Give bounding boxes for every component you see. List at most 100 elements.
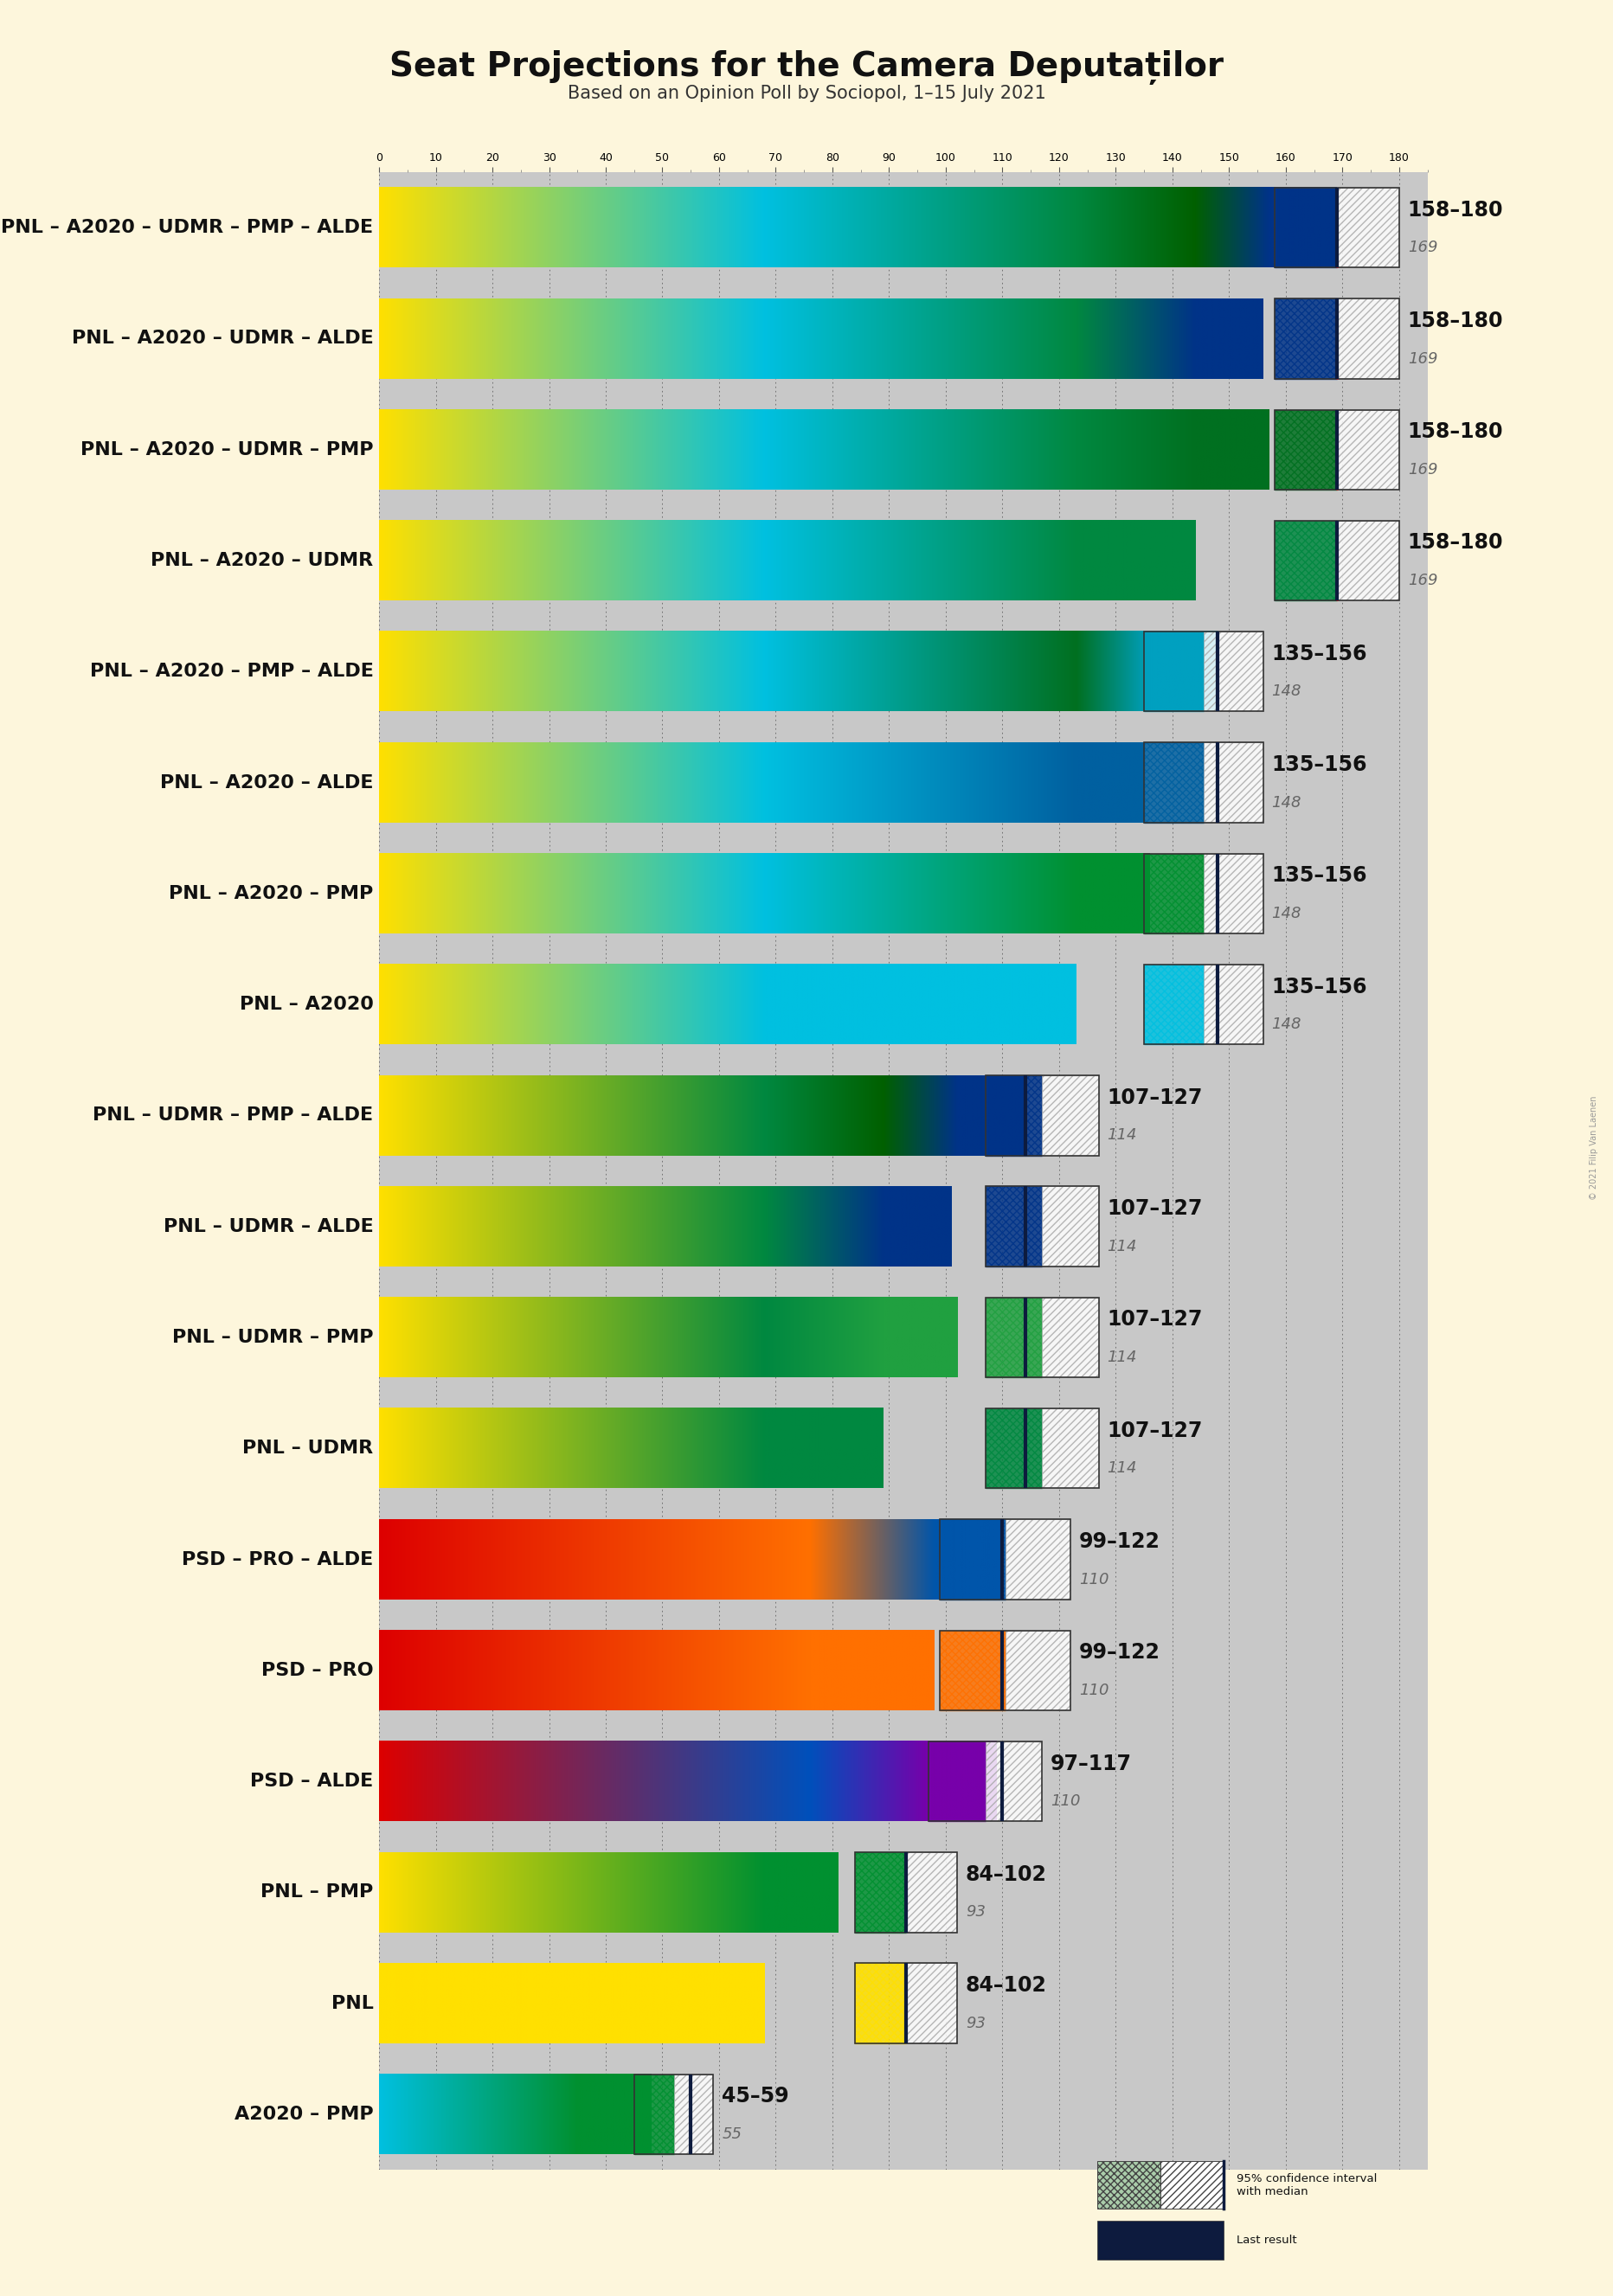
Text: 107–127: 107–127 bbox=[1107, 1309, 1203, 1329]
Bar bbox=[1274, 298, 1337, 379]
Text: 158–180: 158–180 bbox=[1408, 310, 1503, 331]
Bar bbox=[379, 838, 1428, 948]
Text: 148: 148 bbox=[1271, 684, 1302, 700]
Bar bbox=[1042, 1297, 1098, 1378]
Text: 135–156: 135–156 bbox=[1271, 866, 1368, 886]
Bar bbox=[907, 1963, 957, 2043]
Bar bbox=[1144, 631, 1263, 712]
Text: PNL – UDMR – ALDE: PNL – UDMR – ALDE bbox=[163, 1217, 373, 1235]
Bar bbox=[1097, 2161, 1160, 2209]
Text: 107–127: 107–127 bbox=[1107, 1088, 1203, 1109]
Bar bbox=[855, 1853, 907, 1933]
Bar bbox=[379, 948, 1428, 1061]
Text: 99–122: 99–122 bbox=[1079, 1531, 1160, 1552]
Bar bbox=[1203, 631, 1263, 712]
Bar bbox=[1274, 188, 1398, 269]
Text: 169: 169 bbox=[1408, 239, 1437, 255]
Text: PNL – A2020 – UDMR: PNL – A2020 – UDMR bbox=[152, 551, 373, 569]
Text: 110: 110 bbox=[1079, 1570, 1108, 1587]
Text: PNL – UDMR – PMP: PNL – UDMR – PMP bbox=[173, 1329, 373, 1345]
Text: 107–127: 107–127 bbox=[1107, 1199, 1203, 1219]
Bar bbox=[379, 1837, 1428, 1947]
Bar bbox=[1274, 521, 1398, 602]
Bar bbox=[1144, 964, 1263, 1045]
Text: Based on an Opinion Poll by Sociopol, 1–15 July 2021: Based on an Opinion Poll by Sociopol, 1–… bbox=[568, 85, 1045, 103]
Text: PNL – A2020 – PMP – ALDE: PNL – A2020 – PMP – ALDE bbox=[90, 664, 373, 680]
Bar bbox=[1274, 409, 1337, 489]
Text: 158–180: 158–180 bbox=[1408, 200, 1503, 220]
Bar bbox=[379, 2060, 1428, 2170]
Bar bbox=[379, 1394, 1428, 1504]
Bar bbox=[929, 1740, 1042, 1821]
Text: PSD – PRO – ALDE: PSD – PRO – ALDE bbox=[182, 1550, 373, 1568]
Bar bbox=[1337, 298, 1398, 379]
Bar bbox=[1042, 1187, 1098, 1267]
Text: 97–117: 97–117 bbox=[1050, 1754, 1132, 1775]
Bar bbox=[1274, 409, 1398, 489]
Text: PNL – A2020: PNL – A2020 bbox=[239, 996, 373, 1013]
Bar bbox=[907, 1853, 957, 1933]
Text: 148: 148 bbox=[1271, 794, 1302, 810]
Bar bbox=[940, 1630, 1005, 1711]
Text: PNL: PNL bbox=[331, 1995, 373, 2011]
Text: PNL – A2020 – UDMR – ALDE: PNL – A2020 – UDMR – ALDE bbox=[71, 331, 373, 347]
Text: 135–156: 135–156 bbox=[1271, 976, 1368, 996]
Text: PNL – UDMR – PMP – ALDE: PNL – UDMR – PMP – ALDE bbox=[94, 1107, 373, 1125]
Bar bbox=[674, 2073, 713, 2154]
Text: PSD – PRO: PSD – PRO bbox=[261, 1662, 373, 1678]
Text: 95% confidence interval
with median: 95% confidence interval with median bbox=[1237, 2172, 1378, 2197]
Text: 84–102: 84–102 bbox=[966, 1864, 1047, 1885]
Bar bbox=[379, 1281, 1428, 1394]
Bar bbox=[1005, 1520, 1071, 1600]
Bar bbox=[1337, 521, 1398, 602]
Bar bbox=[379, 728, 1428, 838]
Text: 169: 169 bbox=[1408, 572, 1437, 588]
Bar bbox=[855, 1963, 907, 2043]
Bar bbox=[855, 1963, 957, 2043]
Bar bbox=[1042, 1075, 1098, 1155]
Text: 114: 114 bbox=[1107, 1460, 1137, 1476]
Text: A2020 – PMP: A2020 – PMP bbox=[234, 2105, 373, 2124]
Bar bbox=[1203, 854, 1263, 934]
Text: 99–122: 99–122 bbox=[1079, 1642, 1160, 1662]
Text: 169: 169 bbox=[1408, 351, 1437, 367]
Bar bbox=[379, 1947, 1428, 2060]
Text: 45–59: 45–59 bbox=[723, 2087, 789, 2108]
Bar bbox=[1042, 1407, 1098, 1488]
Text: 93: 93 bbox=[966, 2016, 986, 2032]
Text: 110: 110 bbox=[1050, 1793, 1081, 1809]
Text: PNL – PMP: PNL – PMP bbox=[261, 1883, 373, 1901]
Text: PNL – A2020 – PMP: PNL – A2020 – PMP bbox=[169, 884, 373, 902]
Bar bbox=[1337, 409, 1398, 489]
Bar bbox=[1144, 742, 1203, 822]
Text: 114: 114 bbox=[1107, 1127, 1137, 1143]
Bar bbox=[1144, 631, 1203, 712]
Bar bbox=[929, 1740, 986, 1821]
Text: 107–127: 107–127 bbox=[1107, 1421, 1203, 1442]
Text: 158–180: 158–180 bbox=[1408, 422, 1503, 443]
Text: 84–102: 84–102 bbox=[966, 1975, 1047, 1995]
Bar bbox=[986, 1075, 1042, 1155]
Bar bbox=[940, 1630, 1071, 1711]
Bar bbox=[379, 282, 1428, 395]
Text: PSD – ALDE: PSD – ALDE bbox=[250, 1773, 373, 1791]
Bar bbox=[1337, 188, 1398, 269]
Bar bbox=[1274, 188, 1337, 269]
Bar bbox=[1203, 742, 1263, 822]
Text: 148: 148 bbox=[1271, 1017, 1302, 1033]
Bar bbox=[1160, 2161, 1223, 2209]
Text: PNL – A2020 – ALDE: PNL – A2020 – ALDE bbox=[160, 774, 373, 792]
Text: 93: 93 bbox=[966, 1903, 986, 1919]
Bar bbox=[986, 1187, 1098, 1267]
Bar bbox=[986, 1297, 1098, 1378]
Bar bbox=[986, 1075, 1098, 1155]
Bar bbox=[379, 172, 1428, 282]
Text: PNL – A2020 – UDMR – PMP: PNL – A2020 – UDMR – PMP bbox=[81, 441, 373, 459]
Text: 110: 110 bbox=[1079, 1683, 1108, 1699]
Bar bbox=[986, 1740, 1042, 1821]
Bar bbox=[855, 1853, 957, 1933]
Text: 135–156: 135–156 bbox=[1271, 755, 1368, 776]
Bar bbox=[986, 1297, 1042, 1378]
Bar bbox=[1274, 521, 1337, 602]
Bar bbox=[1144, 964, 1203, 1045]
